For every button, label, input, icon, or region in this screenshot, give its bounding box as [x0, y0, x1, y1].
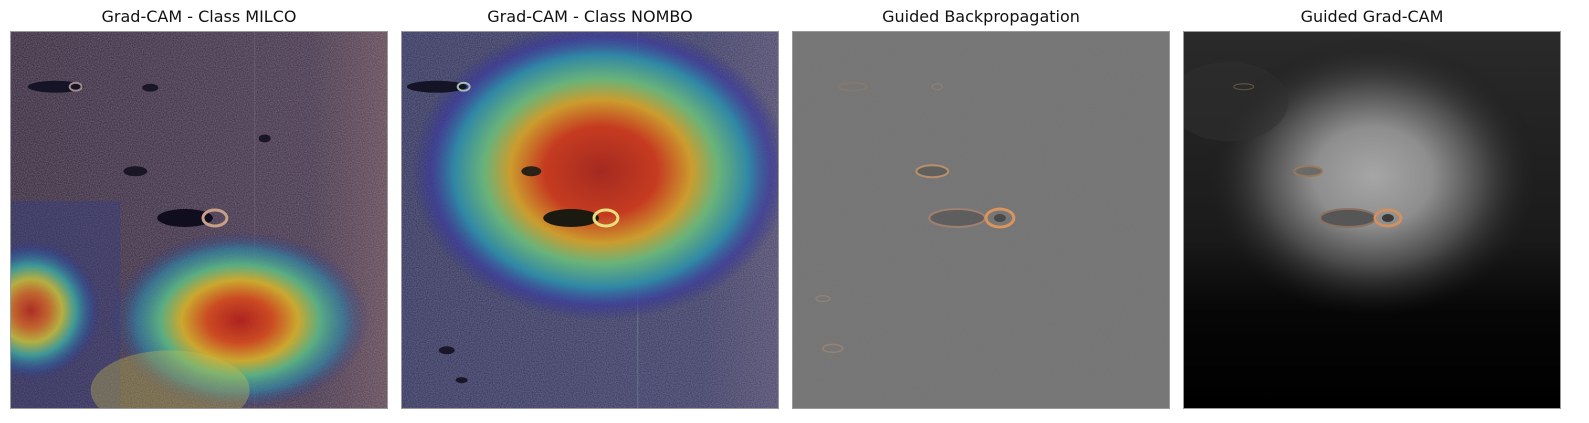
gradcam-nombo-panel: Grad-CAM - Class NOMBO: [401, 0, 779, 423]
panel-title: Grad-CAM - Class MILCO: [101, 7, 297, 26]
gradcam-milco-panel: Grad-CAM - Class MILCO: [10, 0, 388, 423]
gradcam-nombo-svg: [402, 32, 778, 408]
panel-title: Guided Grad-CAM: [1300, 7, 1444, 26]
guided-backprop-panel: Guided Backpropagation: [792, 0, 1170, 423]
guided-gradcam-image: [1183, 31, 1561, 409]
guided-gradcam-panel: Guided Grad-CAM: [1183, 0, 1561, 423]
gradcam-milco-svg: [11, 32, 387, 408]
guided-backprop-image: [792, 31, 1170, 409]
gradcam-milco-image: [10, 31, 388, 409]
guided-backprop-svg: [793, 32, 1169, 408]
guided-gradcam-svg: [1184, 32, 1560, 408]
panel-title: Grad-CAM - Class NOMBO: [487, 7, 693, 26]
panel-title: Guided Backpropagation: [882, 7, 1080, 26]
gradcam-nombo-image: [401, 31, 779, 409]
